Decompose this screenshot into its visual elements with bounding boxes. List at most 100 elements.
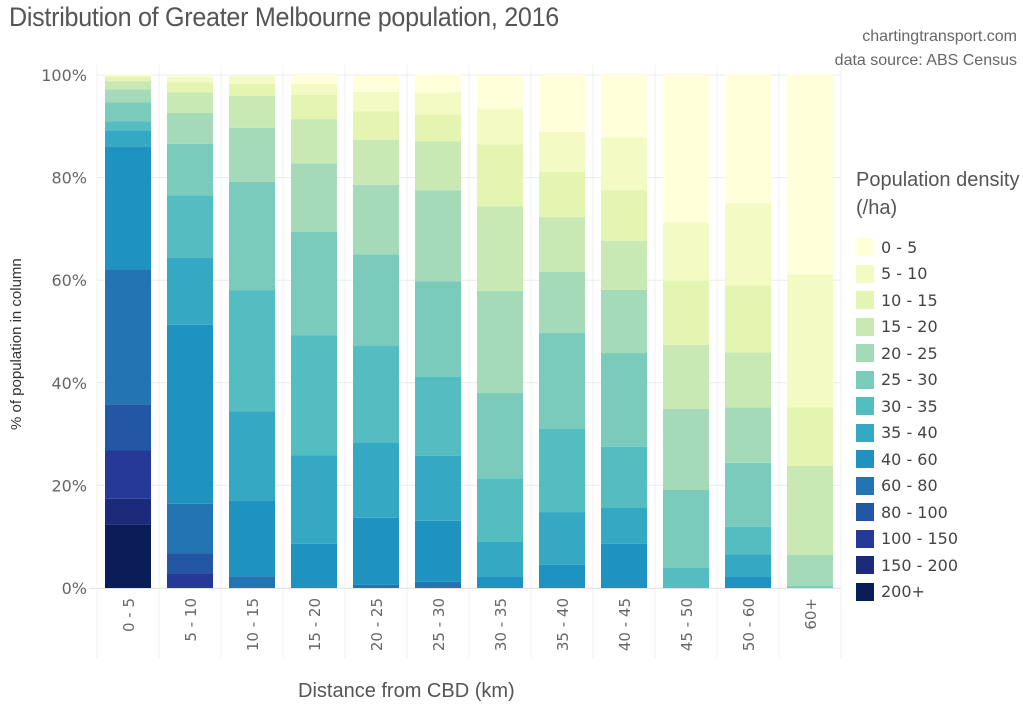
bar-segment bbox=[105, 498, 151, 525]
bar-segment bbox=[167, 92, 213, 113]
bar-segment bbox=[229, 83, 275, 97]
legend-swatch bbox=[856, 450, 874, 469]
bar-segment bbox=[167, 112, 213, 144]
bar-segment bbox=[291, 543, 337, 588]
bar-segment bbox=[353, 184, 399, 255]
bar-segment bbox=[415, 190, 461, 282]
bar-segment bbox=[539, 428, 585, 513]
y-axis-label: % of population in column bbox=[8, 258, 25, 430]
legend-title: Population density (/ha) bbox=[856, 169, 1020, 219]
bar-segment bbox=[725, 74, 771, 204]
legend-swatch bbox=[856, 556, 874, 575]
bar-segment bbox=[105, 75, 151, 78]
chart-title: Distribution of Greater Melbourne popula… bbox=[9, 2, 559, 32]
bar-segment bbox=[105, 121, 151, 131]
legend-label: 10 - 15 bbox=[881, 290, 938, 310]
legend-item: 60 - 80 bbox=[856, 473, 1023, 500]
bar-segment bbox=[601, 543, 647, 588]
bar-segment bbox=[167, 195, 213, 258]
bar-segment bbox=[415, 376, 461, 456]
bar-segment bbox=[353, 75, 399, 92]
bar-segment bbox=[105, 102, 151, 122]
bar-segment bbox=[353, 111, 399, 140]
bar-segment bbox=[105, 404, 151, 451]
bar-segment bbox=[229, 411, 275, 501]
bar-segment bbox=[539, 131, 585, 172]
x-tick-label: 40 - 45 bbox=[616, 598, 634, 651]
bar-segment bbox=[229, 181, 275, 291]
bar-segment bbox=[725, 285, 771, 353]
bar-segment bbox=[105, 77, 151, 82]
bar-segment bbox=[105, 81, 151, 90]
legend-item: 0 - 5 bbox=[856, 234, 1023, 261]
legend-label: 20 - 25 bbox=[881, 343, 938, 363]
bar-segment bbox=[291, 455, 337, 544]
bar-segment bbox=[105, 524, 151, 588]
bar-segment bbox=[415, 455, 461, 521]
y-tick-label: 100% bbox=[41, 66, 87, 85]
bar-segment bbox=[167, 324, 213, 504]
bar-segment bbox=[601, 289, 647, 354]
bar-segment bbox=[291, 231, 337, 336]
y-tick-label: 0% bbox=[62, 579, 87, 598]
x-tick-label: 0 - 5 bbox=[120, 598, 138, 632]
bar-segment bbox=[601, 507, 647, 544]
legend-label: 40 - 60 bbox=[881, 449, 938, 469]
stacked-bar-chart: 0% 20% 40% 60% 80% 100% 0 - 5 5 - 10 10 - 15 15 -… bbox=[41, 65, 842, 658]
legend-item: 35 - 40 bbox=[856, 420, 1023, 447]
bar-segment bbox=[477, 290, 523, 394]
credit-source: data source: ABS Census bbox=[834, 52, 1017, 69]
bar-segment bbox=[105, 450, 151, 499]
bar-segment bbox=[601, 75, 647, 138]
legend-swatch bbox=[856, 423, 874, 442]
bar-segment bbox=[415, 141, 461, 191]
bar-segment bbox=[167, 82, 213, 93]
bar-segment bbox=[229, 127, 275, 182]
bar-segment bbox=[291, 119, 337, 164]
bar-segment bbox=[725, 407, 771, 463]
bar-segment bbox=[601, 190, 647, 241]
legend-item: 80 - 100 bbox=[856, 499, 1023, 526]
legend-item: 25 - 30 bbox=[856, 367, 1023, 394]
bar-segment bbox=[353, 139, 399, 185]
legend-label: 150 - 200 bbox=[881, 555, 959, 575]
legend-item: 20 - 25 bbox=[856, 340, 1023, 367]
legend-swatch bbox=[856, 397, 874, 416]
y-tick-label: 80% bbox=[51, 169, 87, 188]
bar-segment bbox=[353, 345, 399, 443]
x-tick-label: 5 - 10 bbox=[182, 598, 200, 642]
bar-segment bbox=[477, 393, 523, 479]
bar-segment bbox=[167, 77, 213, 83]
bar-segment bbox=[601, 137, 647, 191]
bar-segment bbox=[663, 408, 709, 491]
bar-segment bbox=[663, 222, 709, 281]
y-tick-label: 40% bbox=[51, 374, 87, 393]
legend-item: 100 - 150 bbox=[856, 526, 1023, 553]
bar-segment bbox=[477, 206, 523, 291]
bar-segment bbox=[477, 478, 523, 542]
bar-segment bbox=[353, 442, 399, 518]
bar-segment bbox=[105, 89, 151, 103]
legend-label: 200+ bbox=[881, 582, 925, 602]
legend-label: 60 - 80 bbox=[881, 476, 938, 496]
bar-segment bbox=[229, 290, 275, 412]
bar-segment bbox=[229, 576, 275, 588]
bar-segment bbox=[353, 517, 399, 585]
bar-segment bbox=[353, 584, 399, 588]
legend-label: 100 - 150 bbox=[881, 529, 959, 549]
bar-segment bbox=[477, 541, 523, 577]
bar-segment bbox=[539, 271, 585, 334]
legend: Population density (/ha) 0 - 5 5 - 10 10 -… bbox=[856, 166, 1023, 605]
legend-item: 150 - 200 bbox=[856, 552, 1023, 579]
bar-segment bbox=[353, 91, 399, 112]
bar-segment bbox=[539, 75, 585, 132]
bar-segment bbox=[539, 333, 585, 429]
bar-segment bbox=[477, 144, 523, 207]
bar-segment bbox=[477, 576, 523, 588]
legend-label: 35 - 40 bbox=[881, 423, 938, 443]
bar-segment bbox=[663, 280, 709, 345]
bar-segment bbox=[477, 75, 523, 109]
bar-segment bbox=[229, 76, 275, 84]
y-tick-label: 60% bbox=[51, 271, 87, 290]
bar-segment bbox=[105, 73, 151, 76]
